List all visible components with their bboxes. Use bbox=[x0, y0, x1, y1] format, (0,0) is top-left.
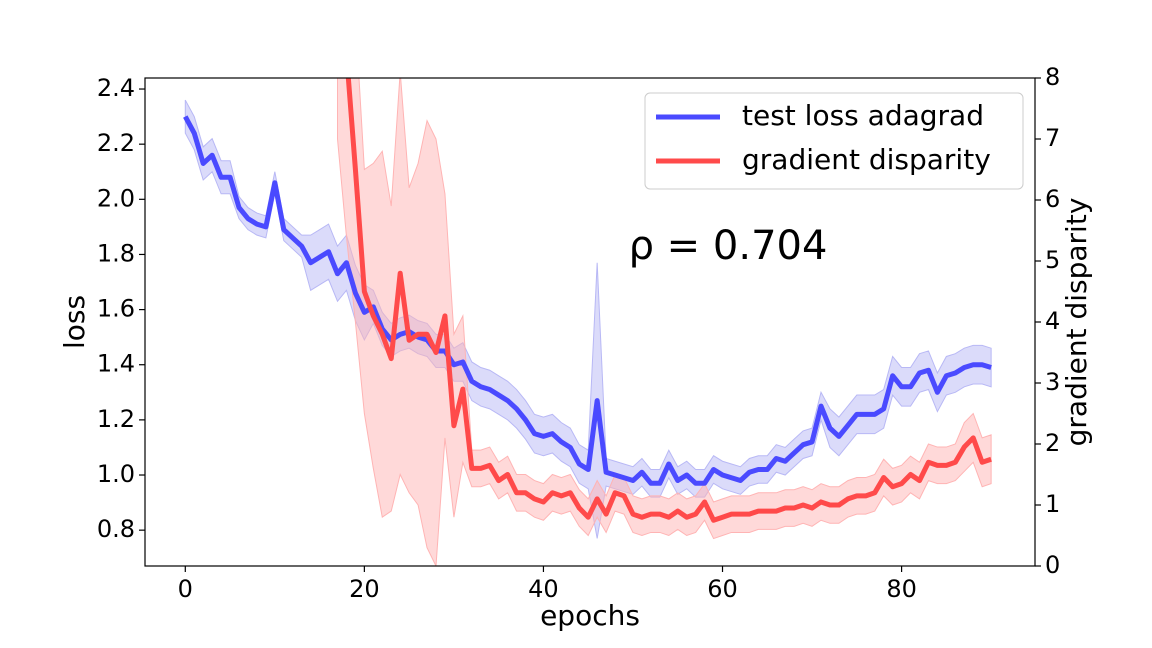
x-tick-label: 0 bbox=[178, 575, 193, 603]
legend-label: gradient disparity bbox=[742, 143, 991, 176]
y-tick-label: 2.2 bbox=[97, 129, 135, 157]
y-tick-label: 1.8 bbox=[97, 239, 135, 267]
series-line bbox=[183, 115, 992, 486]
annotation: ρ = 0.704 bbox=[629, 223, 828, 269]
y2-tick-label: 1 bbox=[1045, 490, 1060, 518]
y2-tick-label: 5 bbox=[1045, 246, 1060, 274]
y-tick-label: 0.8 bbox=[97, 515, 135, 543]
y-tick-label: 1.2 bbox=[97, 405, 135, 433]
x-tick-label: 80 bbox=[886, 575, 917, 603]
lines bbox=[183, 78, 992, 523]
y2-tick-label: 7 bbox=[1045, 124, 1060, 152]
y-axis-label: loss bbox=[58, 295, 91, 349]
y2-tick-label: 8 bbox=[1045, 63, 1060, 91]
legend-box bbox=[644, 92, 1024, 190]
bands bbox=[184, 78, 992, 566]
x-axis-label: epochs bbox=[540, 599, 640, 632]
x-tick-label: 40 bbox=[528, 575, 559, 603]
x-tick-label: 20 bbox=[349, 575, 380, 603]
y2-tick-label: 6 bbox=[1045, 185, 1060, 213]
y2-tick-label: 2 bbox=[1045, 429, 1060, 457]
series-line bbox=[345, 78, 992, 523]
y-tick-label: 2.0 bbox=[97, 184, 135, 212]
y-tick-label: 1.6 bbox=[97, 295, 135, 323]
y-tick-label: 1.4 bbox=[97, 350, 135, 378]
error-band bbox=[337, 78, 992, 566]
y-tick-label: 2.4 bbox=[97, 74, 135, 102]
legend-label: test loss adagrad bbox=[742, 99, 984, 132]
y2-axis-label: gradient disparity bbox=[1060, 198, 1093, 447]
y2-tick-label: 3 bbox=[1045, 368, 1060, 396]
x-tick-label: 60 bbox=[707, 575, 738, 603]
y-tick-label: 1.0 bbox=[97, 460, 135, 488]
y2-tick-label: 0 bbox=[1045, 551, 1060, 579]
y2-tick-label: 4 bbox=[1045, 307, 1060, 335]
